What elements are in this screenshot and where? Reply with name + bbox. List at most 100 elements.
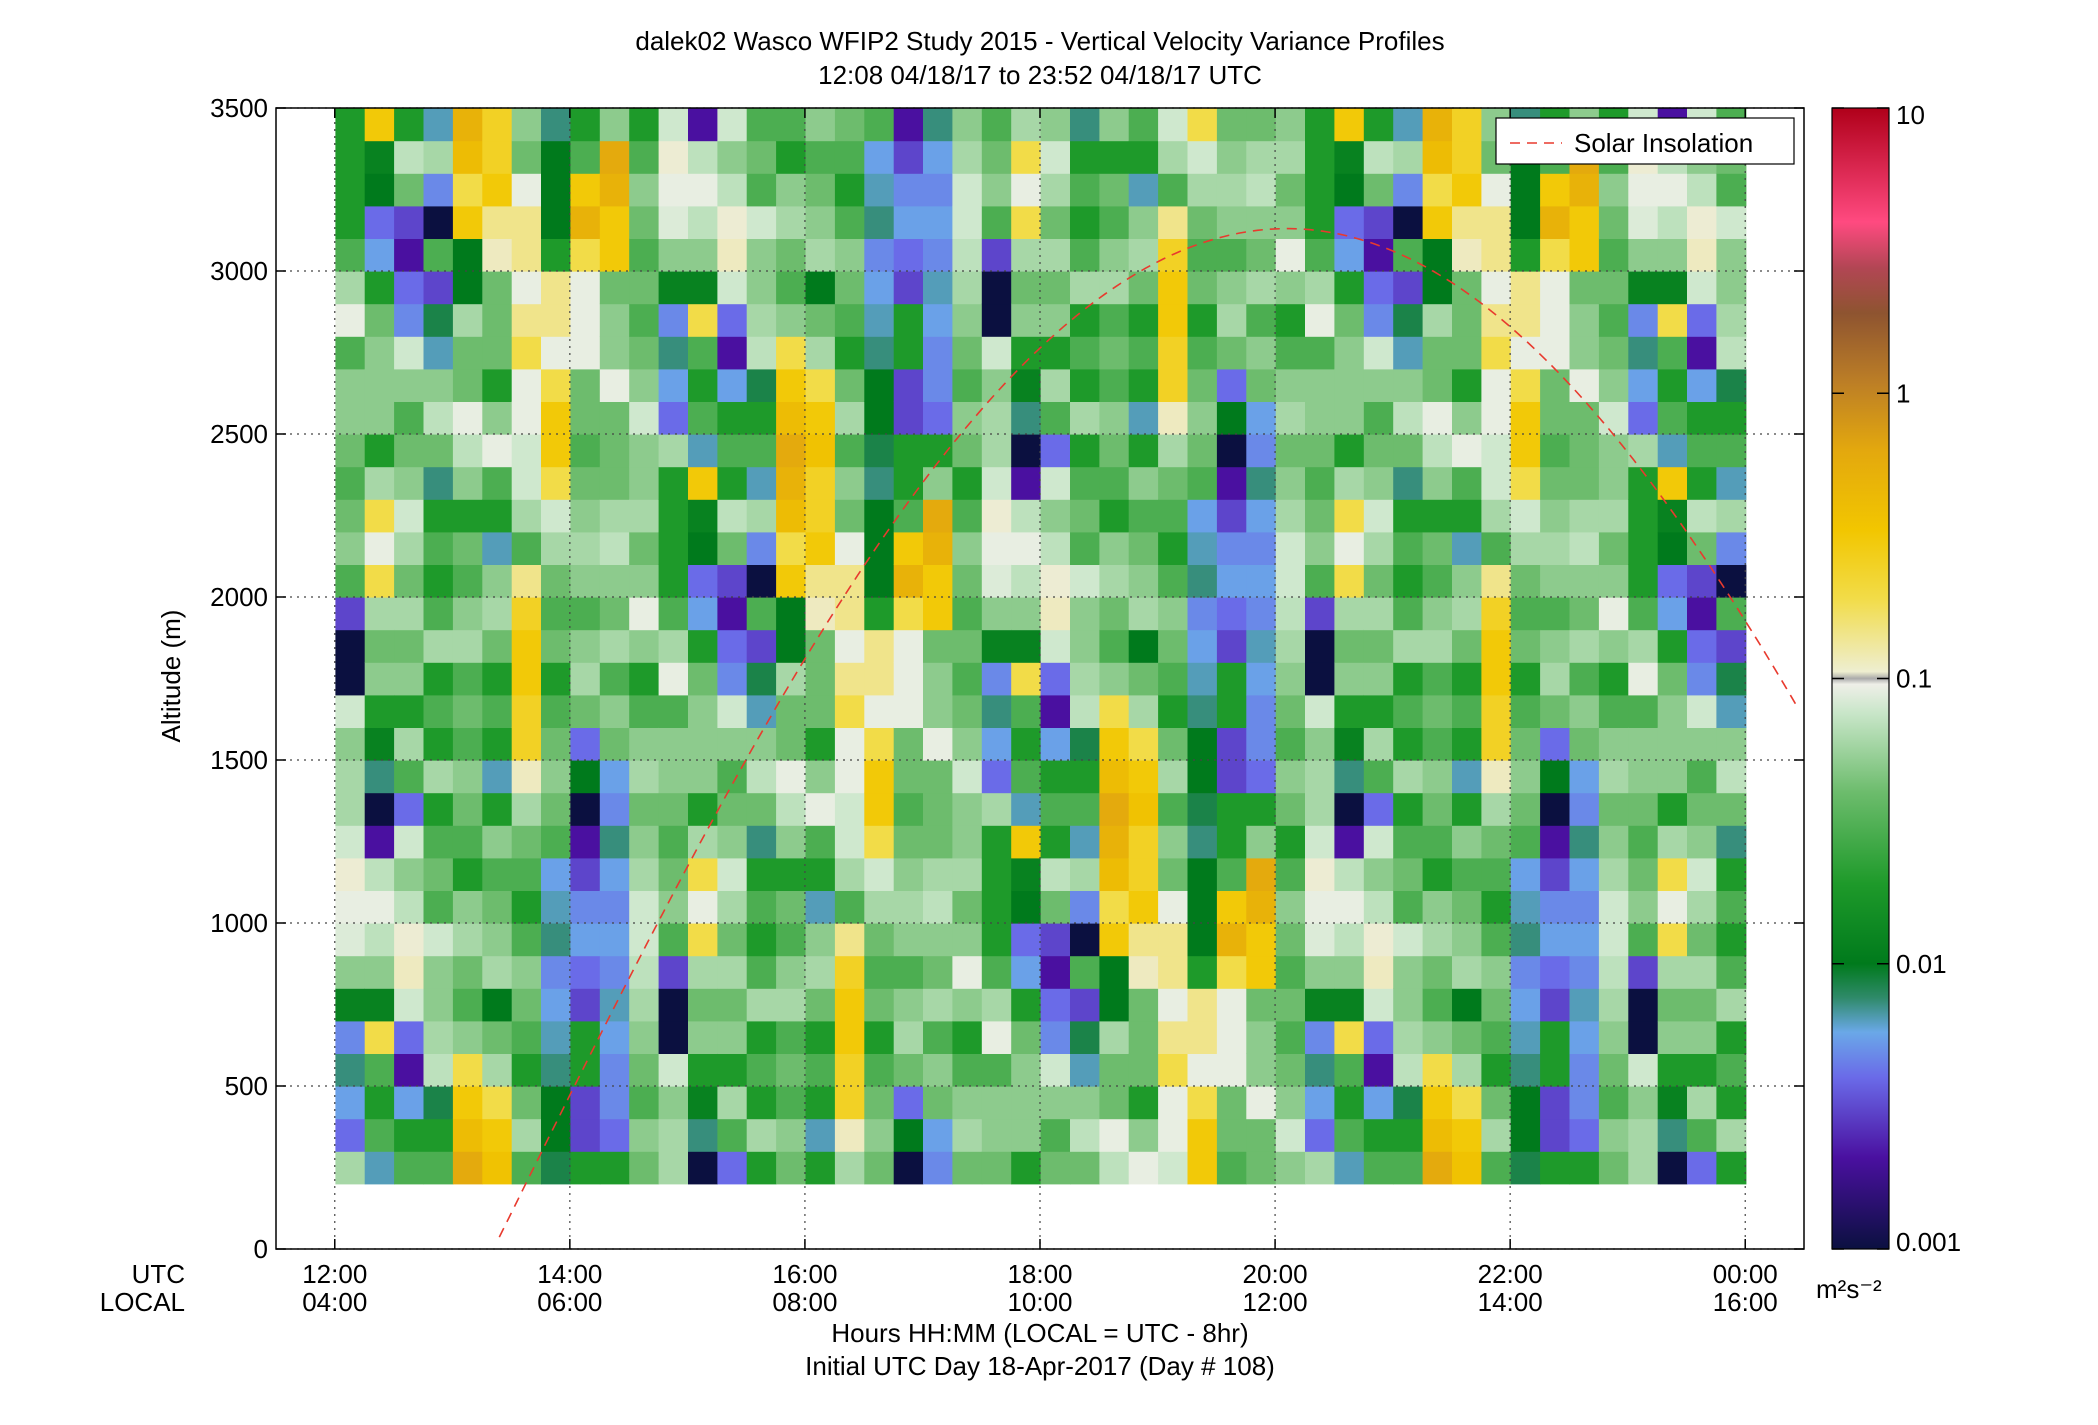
heat-cell (1716, 629, 1747, 663)
heat-cell (893, 923, 924, 957)
heat-cell (1246, 271, 1277, 305)
heat-cell (1481, 923, 1512, 957)
heat-cell (1305, 108, 1335, 142)
heat-cell (1422, 401, 1453, 435)
heat-cell (864, 1151, 895, 1185)
heat-cell (1011, 108, 1042, 142)
heat-cell (805, 694, 836, 728)
heat-cell (1099, 662, 1130, 696)
heat-cell (1216, 857, 1247, 891)
heat-cell (1687, 368, 1717, 402)
heat-cell (1393, 564, 1424, 598)
heat-cell (541, 140, 571, 174)
heat-cell (1246, 238, 1277, 272)
heat-cell (1598, 727, 1629, 761)
heat-cell (1628, 662, 1659, 696)
heat-cell (805, 205, 836, 239)
heat-cell (1363, 792, 1394, 826)
y-tick-label: 1500 (210, 745, 268, 775)
heat-cell (864, 271, 895, 305)
heat-cell (1716, 205, 1747, 239)
heat-cell (746, 303, 777, 337)
heat-cell (629, 1151, 660, 1185)
heat-cell (1510, 760, 1541, 794)
heat-cell (1628, 825, 1659, 859)
heat-cell (1363, 108, 1394, 142)
heat-cell (452, 727, 483, 761)
heat-cell (776, 923, 807, 957)
heat-cell (541, 760, 571, 794)
heat-cell (1334, 499, 1365, 533)
heat-cell (952, 629, 983, 663)
x-axis-label-line1: Hours HH:MM (LOCAL = UTC - 8hr) (831, 1318, 1248, 1348)
heat-cell (1128, 205, 1159, 239)
heat-cell (1716, 401, 1747, 435)
heat-cell (482, 303, 513, 337)
heat-cell (834, 825, 865, 859)
heat-cell (746, 629, 777, 663)
heat-cell (658, 629, 689, 663)
heat-cell (335, 662, 366, 696)
heat-cell (1716, 955, 1747, 989)
heat-cell (1216, 792, 1247, 826)
heat-cell (1158, 173, 1189, 207)
heat-cell (1275, 890, 1306, 924)
heat-cell (1422, 564, 1453, 598)
heat-cell (688, 1020, 718, 1054)
heat-cell (1687, 1151, 1717, 1185)
heat-cell (364, 205, 395, 239)
heat-cell (717, 531, 748, 565)
heat-cell (1452, 1020, 1482, 1054)
heat-cell (776, 1053, 807, 1087)
heat-cell (893, 531, 924, 565)
heat-cell (1187, 238, 1218, 272)
heat-cell (1070, 238, 1100, 272)
heat-cell (864, 303, 895, 337)
heat-cell (394, 760, 425, 794)
heat-cell (1687, 727, 1717, 761)
heat-cell (834, 303, 865, 337)
heat-cell (981, 662, 1012, 696)
heat-cell (511, 401, 542, 435)
heat-cell (1305, 271, 1335, 305)
heat-cell (1011, 792, 1042, 826)
heat-cell (776, 205, 807, 239)
heat-cell (658, 205, 689, 239)
heat-cell (482, 857, 513, 891)
heat-cell (1040, 173, 1071, 207)
heat-cell (1481, 955, 1512, 989)
heatmap-cells (335, 108, 1747, 1185)
heat-cell (1040, 434, 1071, 468)
heat-cell (1275, 923, 1306, 957)
heat-cell (981, 173, 1012, 207)
heat-cell (1598, 531, 1629, 565)
heat-cell (834, 890, 865, 924)
heat-cell (482, 1020, 513, 1054)
heat-cell (452, 1053, 483, 1087)
heat-cell (893, 662, 924, 696)
heat-cell (423, 466, 454, 500)
heat-cell (482, 727, 513, 761)
heat-cell (1657, 466, 1688, 500)
heat-cell (541, 890, 571, 924)
heat-cell (1540, 205, 1571, 239)
heat-cell (1275, 662, 1306, 696)
heat-cell (923, 694, 953, 728)
heat-cell (1275, 466, 1306, 500)
heat-cell (394, 434, 425, 468)
legend: Solar Insolation (1495, 117, 1795, 165)
heat-cell (864, 140, 895, 174)
heat-cell (1305, 173, 1335, 207)
heat-cell (834, 368, 865, 402)
heat-cell (1687, 1118, 1717, 1152)
heat-cell (1216, 303, 1247, 337)
heat-cell (394, 890, 425, 924)
heat-cell (864, 890, 895, 924)
heat-cell (1393, 1053, 1424, 1087)
heat-cell (541, 564, 571, 598)
heat-cell (394, 1086, 425, 1120)
heat-cell (1040, 1118, 1071, 1152)
heat-cell (1275, 531, 1306, 565)
heat-cell (1187, 173, 1218, 207)
heat-cell (1334, 564, 1365, 598)
